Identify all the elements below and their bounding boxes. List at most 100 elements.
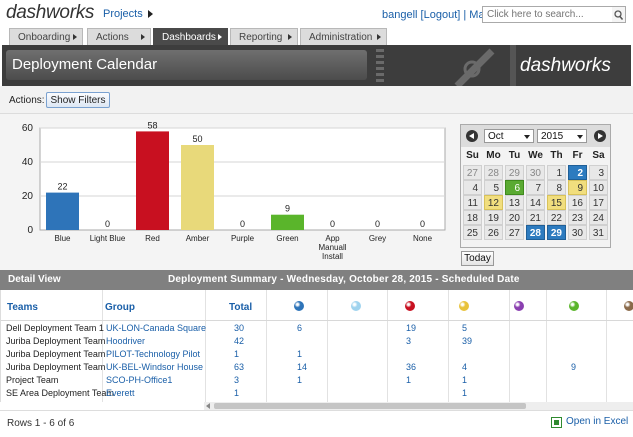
green-cell[interactable]: 9: [571, 362, 577, 372]
calendar-day[interactable]: 9: [568, 180, 587, 195]
prev-month-button[interactable]: [466, 130, 478, 142]
calendar-day[interactable]: 11: [463, 195, 482, 210]
group-cell[interactable]: UK-BEL-Windsor House: [106, 362, 204, 372]
group-cell[interactable]: PILOT-Technology Pilot: [106, 349, 201, 359]
chevron-right-icon: [73, 34, 77, 40]
main-tabs: Onboarding Actions Dashboards Reporting …: [0, 28, 633, 45]
teams-column-header[interactable]: Teams: [7, 302, 38, 313]
today-button[interactable]: Today: [461, 251, 494, 266]
open-in-excel-link[interactable]: Open in Excel: [566, 416, 629, 427]
calendar-day[interactable]: 12: [484, 195, 503, 210]
search-input[interactable]: [482, 6, 614, 23]
calendar-day[interactable]: 3: [589, 165, 608, 180]
calendar-day[interactable]: 16: [568, 195, 587, 210]
projects-label: Projects: [103, 8, 143, 20]
scroll-left-icon[interactable]: [206, 403, 210, 409]
total-cell[interactable]: 30: [234, 323, 245, 333]
status-dot-icon[interactable]: [459, 301, 469, 311]
amber-cell[interactable]: 5: [462, 323, 468, 333]
calendar-day[interactable]: 10: [589, 180, 608, 195]
group-cell[interactable]: SCO-PH-Office1: [106, 375, 173, 385]
tab-administration[interactable]: Administration: [300, 28, 387, 45]
calendar-day[interactable]: 28: [484, 165, 503, 180]
calendar-day[interactable]: 26: [484, 225, 503, 240]
calendar-day[interactable]: 27: [463, 165, 482, 180]
calendar-day[interactable]: 30: [568, 225, 587, 240]
month-select[interactable]: Oct: [484, 129, 534, 143]
calendar-day[interactable]: 1: [547, 165, 566, 180]
total-cell[interactable]: 3: [234, 375, 240, 385]
amber-cell[interactable]: 1: [462, 375, 468, 385]
total-cell[interactable]: 42: [234, 336, 245, 346]
calendar-day[interactable]: 19: [484, 210, 503, 225]
tab-reporting[interactable]: Reporting: [230, 28, 298, 45]
red-cell[interactable]: 36: [406, 362, 417, 372]
status-dot-icon[interactable]: [294, 301, 304, 311]
status-dot-icon[interactable]: [514, 301, 524, 311]
logout-link[interactable]: [Logout]: [420, 9, 461, 21]
table-row: Project Team SCO-PH-Office1 3 1 1 1: [1, 374, 633, 387]
calendar-day[interactable]: 20: [505, 210, 524, 225]
horizontal-scrollbar[interactable]: [204, 402, 633, 410]
calendar-day[interactable]: 28: [526, 225, 545, 240]
next-month-button[interactable]: [594, 130, 606, 142]
red-cell[interactable]: 19: [406, 323, 417, 333]
status-dot-icon[interactable]: [569, 301, 579, 311]
amber-cell[interactable]: 4: [462, 362, 468, 372]
calendar-day[interactable]: 24: [589, 210, 608, 225]
calendar-day[interactable]: 2: [568, 165, 587, 180]
group-cell[interactable]: Hoodriver: [106, 336, 146, 346]
data-label: 58: [147, 120, 157, 130]
scrollbar-thumb[interactable]: [214, 403, 526, 409]
calendar-day[interactable]: 21: [526, 210, 545, 225]
calendar-day[interactable]: 25: [463, 225, 482, 240]
calendar-day[interactable]: 13: [505, 195, 524, 210]
total-cell[interactable]: 1: [234, 388, 240, 398]
year-select[interactable]: 2015: [537, 129, 587, 143]
red-cell[interactable]: 1: [406, 375, 412, 385]
search-button[interactable]: [612, 6, 626, 23]
excel-icon[interactable]: [551, 417, 562, 428]
red-cell[interactable]: 3: [406, 336, 412, 346]
blue-cell[interactable]: 1: [297, 375, 303, 385]
calendar-day[interactable]: 14: [526, 195, 545, 210]
calendar-day[interactable]: 29: [547, 225, 566, 240]
status-dot-icon[interactable]: [624, 301, 633, 311]
total-cell[interactable]: 1: [234, 349, 240, 359]
calendar-day[interactable]: 17: [589, 195, 608, 210]
amber-cell[interactable]: 1: [462, 388, 468, 398]
bar-amber: [181, 145, 214, 230]
total-column-header[interactable]: Total: [229, 302, 253, 313]
calendar-day[interactable]: 4: [463, 180, 482, 195]
calendar-day[interactable]: 31: [589, 225, 608, 240]
calendar-day[interactable]: 7: [526, 180, 545, 195]
blue-cell[interactable]: 14: [297, 362, 308, 372]
tab-actions[interactable]: Actions: [87, 28, 151, 45]
calendar-day[interactable]: 30: [526, 165, 545, 180]
calendar-day[interactable]: 27: [505, 225, 524, 240]
calendar-day[interactable]: 22: [547, 210, 566, 225]
group-cell[interactable]: Everett: [106, 388, 135, 398]
calendar-day[interactable]: 8: [547, 180, 566, 195]
calendar-day[interactable]: 15: [547, 195, 566, 210]
tab-onboarding[interactable]: Onboarding: [9, 28, 83, 45]
group-column-header[interactable]: Group: [105, 302, 135, 313]
amber-cell[interactable]: 39: [462, 336, 473, 346]
calendar-day[interactable]: 18: [463, 210, 482, 225]
status-dot-icon[interactable]: [351, 301, 361, 311]
chevron-right-icon: [147, 10, 153, 19]
group-cell[interactable]: UK-LON-Canada Square: [106, 323, 207, 333]
projects-menu[interactable]: Projects: [103, 8, 153, 20]
status-dot-icon[interactable]: [405, 301, 415, 311]
calendar-day[interactable]: 5: [484, 180, 503, 195]
data-label: 9: [285, 204, 290, 214]
blue-cell[interactable]: 1: [297, 349, 303, 359]
blue-cell[interactable]: 6: [297, 323, 303, 333]
username-link[interactable]: bangell: [382, 9, 418, 21]
total-cell[interactable]: 63: [234, 362, 245, 372]
calendar-day[interactable]: 29: [505, 165, 524, 180]
calendar-day[interactable]: 23: [568, 210, 587, 225]
tab-dashboards[interactable]: Dashboards: [153, 28, 228, 45]
calendar-day[interactable]: 6: [505, 180, 524, 195]
show-filters-button[interactable]: Show Filters: [46, 92, 110, 108]
